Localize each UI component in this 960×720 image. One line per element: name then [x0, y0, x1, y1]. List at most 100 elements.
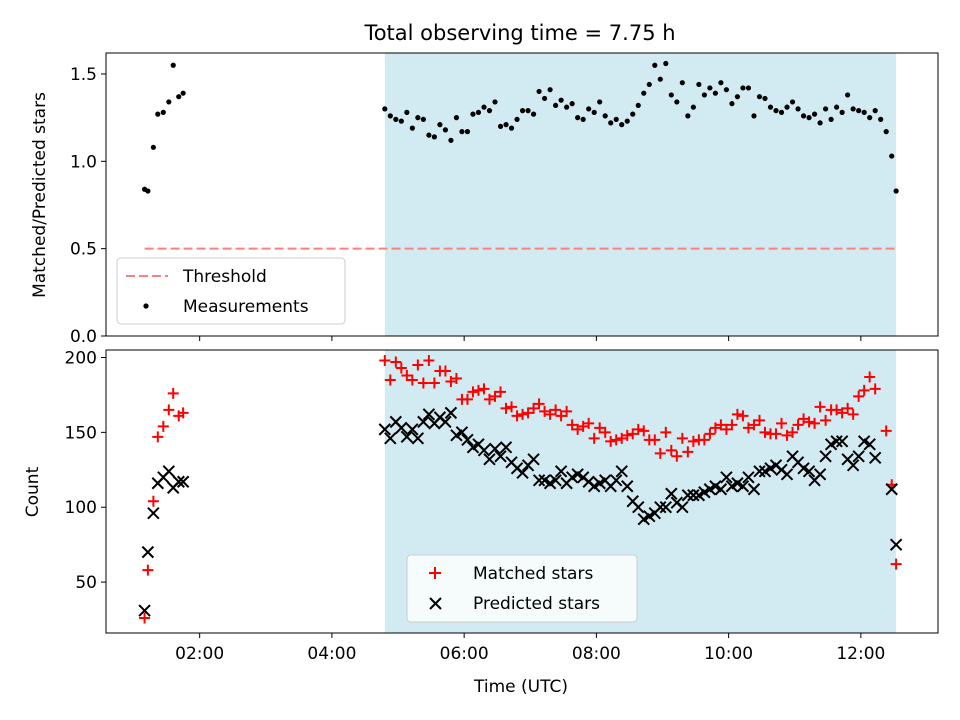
matched-star-point: [858, 384, 870, 396]
predicted-star-point: [527, 453, 540, 466]
predicted-star-point: [400, 430, 414, 444]
legend-predicted-label: Predicted stars: [473, 594, 600, 614]
predicted-star-point: [813, 468, 827, 481]
matched-star-point: [649, 434, 661, 446]
predicted-star-point: [439, 415, 452, 429]
matched-star-point: [698, 434, 710, 446]
matched-star-point: [594, 422, 606, 434]
predicted-star-point: [665, 487, 678, 500]
measurement-point: [696, 81, 702, 88]
matched-star-point: [167, 387, 179, 399]
predicted-star-point: [868, 451, 882, 465]
predicted-star-point: [411, 432, 425, 445]
count-tick-label: 100: [65, 498, 97, 518]
matched-star-point: [417, 377, 429, 389]
predicted-star-point: [499, 441, 513, 454]
predicted-star-point: [532, 474, 546, 487]
measurement-point: [756, 94, 763, 100]
counts-series: [138, 354, 903, 624]
measurement-point: [806, 115, 812, 121]
legend-predicted-swatch: [429, 597, 442, 610]
measurement-point: [541, 95, 548, 102]
matched-star-point: [599, 426, 611, 438]
matched-star-point: [544, 408, 556, 420]
ratio-tick-label: 0.5: [70, 240, 97, 260]
matched-star-point: [566, 419, 578, 431]
matched-star-point: [142, 564, 154, 576]
matched-star-point: [384, 374, 396, 386]
predicted-star-point: [610, 474, 623, 487]
matched-star-point: [759, 426, 771, 438]
matched-star-point: [616, 432, 628, 444]
predicted-star-point: [422, 408, 436, 421]
matched-star-point: [450, 372, 462, 384]
matched-star-point: [753, 414, 765, 426]
matched-star-point: [147, 495, 159, 507]
predicted-star-point: [554, 465, 568, 478]
measurement-point: [393, 116, 399, 122]
predicted-star-point: [632, 501, 645, 514]
matched-star-point: [665, 444, 677, 456]
matched-star-point: [610, 434, 622, 446]
time-tick-label: 10:00: [704, 644, 753, 664]
matched-star-point: [517, 408, 529, 420]
measurement-point: [553, 102, 559, 109]
matched-star-point: [726, 419, 738, 431]
measurement-point: [740, 85, 746, 91]
count-tick-label: 150: [65, 423, 97, 443]
legend-measurements-label: Measurements: [183, 297, 309, 317]
measurement-point: [613, 116, 619, 122]
matched-star-point: [157, 420, 169, 432]
measurement-point: [459, 129, 465, 135]
measurement-point: [398, 118, 404, 124]
matched-star-point: [555, 410, 567, 422]
predicted-star-point: [147, 507, 160, 520]
measurement-point: [800, 113, 807, 119]
measurement-point: [828, 116, 834, 122]
measurement-point: [762, 95, 768, 102]
ratio-axis-ticks: 0.0 0.5 1.0 1.5: [70, 65, 106, 347]
matched-star-point: [809, 417, 821, 429]
ratio-axis-label: Matched/Predicted stars: [30, 92, 50, 298]
measurement-point: [718, 80, 724, 86]
matched-star-point: [483, 393, 495, 405]
predicted-star-point: [835, 435, 849, 448]
matched-star-point: [787, 426, 799, 438]
matched-star-point: [577, 420, 589, 432]
matched-star-point: [704, 428, 716, 440]
measurement-point: [889, 153, 895, 159]
measurement-point: [712, 90, 718, 96]
matched-star-point: [770, 428, 782, 440]
predicted-star-point: [780, 468, 794, 481]
predicted-star-point: [172, 475, 185, 488]
measurement-point: [503, 122, 509, 128]
measurement-point: [525, 108, 531, 114]
predicted-star-point: [681, 489, 695, 502]
legend-matched-label: Matched stars: [473, 564, 593, 584]
matched-star-point: [401, 369, 413, 381]
measurement-point: [470, 111, 476, 117]
measurement-point: [685, 113, 691, 119]
matched-star-point: [412, 359, 424, 371]
ratio-tick-label: 1.0: [70, 152, 97, 172]
predicted-star-point: [141, 545, 155, 559]
measurement-point: [580, 116, 586, 122]
predicted-star-point: [687, 489, 700, 502]
matched-star-point: [583, 417, 595, 429]
measurement-point: [547, 87, 553, 93]
count-axis-ticks: 50 100 150 200: [65, 348, 106, 593]
predicted-star-point: [162, 465, 176, 478]
matched-star-point: [831, 404, 843, 416]
predicted-star-point: [676, 501, 689, 514]
measurement-point: [591, 109, 597, 115]
matched-star-point: [489, 390, 501, 402]
predicted-star-point: [477, 444, 491, 457]
measurement-point: [701, 92, 707, 98]
time-tick-label: 04:00: [307, 644, 356, 664]
matched-star-point: [390, 356, 402, 368]
ratio-tick-label: 1.5: [70, 65, 97, 85]
measurement-point: [690, 104, 696, 110]
measurement-point: [663, 60, 669, 67]
measurement-point: [839, 109, 845, 115]
